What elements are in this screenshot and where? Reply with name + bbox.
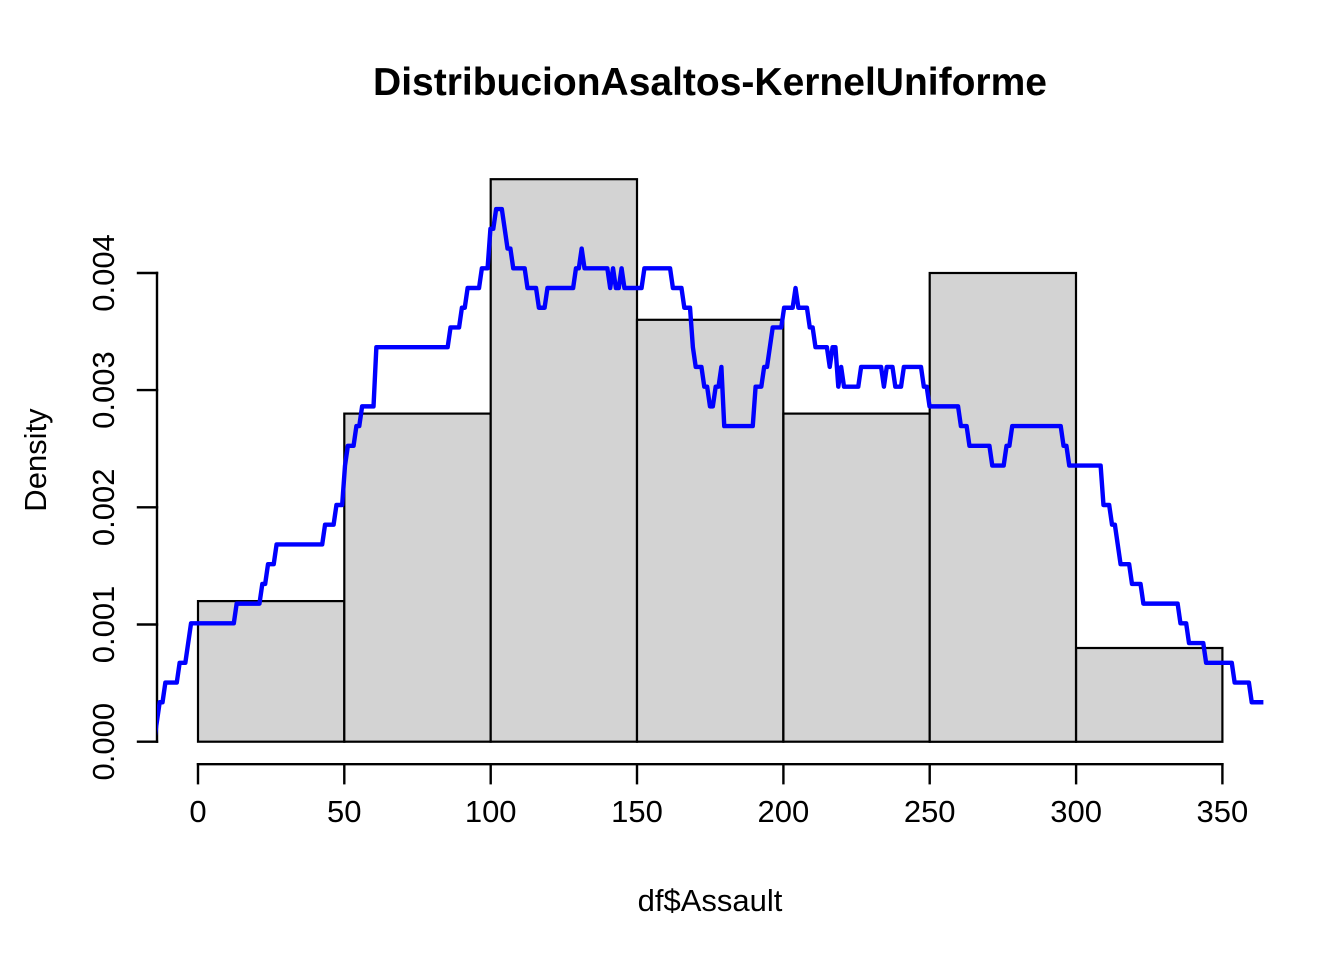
histogram-bar	[782, 412, 931, 743]
x-tick-label: 350	[1197, 794, 1249, 829]
x-axis-label: df$Assault	[638, 883, 783, 918]
y-tick-label: 0.001	[86, 586, 121, 664]
x-tick-label: 250	[904, 794, 956, 829]
histogram-bars	[196, 178, 1224, 743]
x-tick-label: 200	[758, 794, 810, 829]
x-tick-label: 300	[1050, 794, 1102, 829]
density-curve-layer	[157, 206, 1264, 737]
x-tick-label: 150	[611, 794, 663, 829]
histogram-bar	[1074, 646, 1224, 743]
x-tick-label: 100	[465, 794, 517, 829]
x-tick-label: 0	[189, 794, 206, 829]
y-tick-label: 0.000	[86, 703, 121, 781]
histogram-bar	[343, 412, 492, 743]
y-tick-label: 0.003	[86, 351, 121, 429]
density-curve	[157, 206, 1264, 737]
y-axis-label: Density	[18, 408, 53, 512]
y-axis: 0.000 0.001 0.002 0.003 0.004	[86, 234, 159, 781]
chart-title: DistribucionAsaltos-KernelUniforme	[373, 61, 1047, 104]
histogram-bar	[635, 318, 785, 743]
y-tick-label: 0.004	[86, 234, 121, 312]
x-axis: 0 50 100 150 200 250 300 350	[189, 763, 1249, 829]
histogram-bar	[928, 271, 1078, 743]
x-tick-label: 50	[327, 794, 361, 829]
y-tick-label: 0.002	[86, 469, 121, 547]
